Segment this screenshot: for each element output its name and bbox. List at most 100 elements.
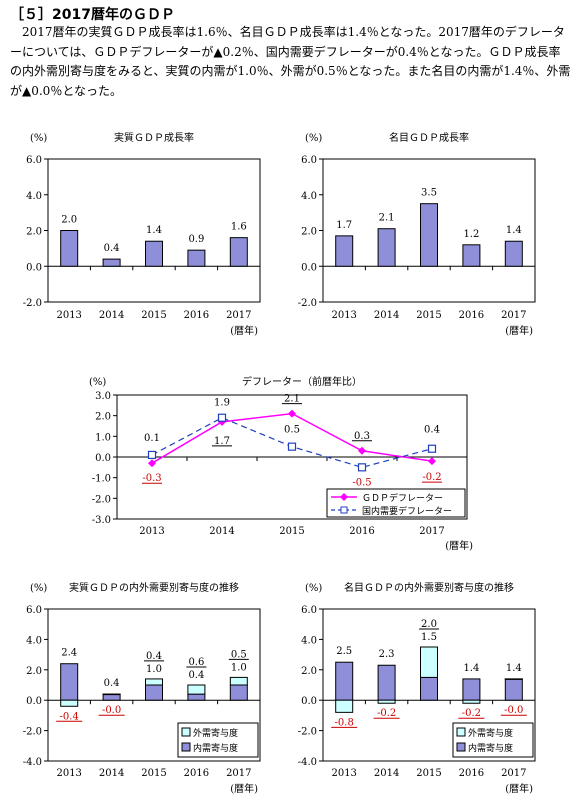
y-tick-label: -2.0 bbox=[298, 298, 317, 309]
domestic-deflator-point bbox=[427, 444, 437, 453]
y-axis-unit: (%) bbox=[30, 583, 47, 594]
x-tick-label: 2013 bbox=[56, 768, 81, 779]
y-tick-label: 6.0 bbox=[26, 155, 42, 166]
x-axis-unit: (暦年) bbox=[230, 324, 258, 337]
external-bar bbox=[102, 693, 121, 696]
y-tick-label: -2.0 bbox=[23, 727, 42, 738]
domestic-deflator-point bbox=[217, 413, 227, 422]
y-tick-label: 0.0 bbox=[26, 262, 42, 273]
x-tick-label: 2015 bbox=[416, 768, 441, 779]
plot-area-frame bbox=[322, 608, 536, 762]
domestic-deflator-point bbox=[147, 450, 157, 460]
external-label: -0.8 bbox=[335, 717, 354, 728]
bar bbox=[145, 240, 163, 267]
legend-box bbox=[452, 722, 534, 758]
x-axis-unit: (暦年) bbox=[505, 324, 533, 337]
chart-title: デフレーター（前暦年比） bbox=[242, 375, 362, 388]
x-tick-label: 2016 bbox=[184, 768, 209, 779]
bar bbox=[462, 244, 481, 267]
x-tick-label: 2014 bbox=[99, 310, 124, 321]
chart-title: 実質ＧＤＰ成長率 bbox=[114, 131, 194, 144]
domestic-deflator-point bbox=[287, 442, 297, 451]
x-tick-label: 2017 bbox=[226, 310, 251, 321]
x-tick-label: 2015 bbox=[279, 526, 304, 537]
y-tick-label: 4.0 bbox=[26, 635, 42, 646]
domestic-label: 0.4 bbox=[104, 678, 120, 689]
domestic-bar bbox=[420, 676, 438, 701]
x-tick-label: 2015 bbox=[141, 768, 166, 779]
y-tick-label: -4.0 bbox=[23, 757, 42, 768]
y-tick-label: 6.0 bbox=[26, 605, 42, 616]
gdp-deflator-point bbox=[148, 459, 156, 468]
gdp-deflator-label: -0.3 bbox=[142, 473, 161, 484]
external-bar bbox=[420, 646, 438, 678]
bar bbox=[102, 258, 121, 267]
domestic-label: 1.0 bbox=[146, 664, 162, 675]
y-tick-label: 2.0 bbox=[301, 227, 317, 238]
x-tick-label: 2017 bbox=[226, 768, 251, 779]
domestic-label: 0.4 bbox=[188, 670, 204, 681]
domestic-deflator-label: -0.5 bbox=[352, 477, 371, 488]
x-tick-label: 2015 bbox=[141, 310, 166, 321]
domestic-bar bbox=[504, 678, 523, 701]
chart-title: 実質ＧＤＰの内外需要別寄与度の推移 bbox=[69, 581, 239, 594]
x-tick-label: 2014 bbox=[209, 526, 234, 537]
external-bar bbox=[229, 676, 248, 686]
domestic-label: 2.4 bbox=[61, 648, 77, 659]
y-tick-label: 2.0 bbox=[26, 227, 42, 238]
external-label: -0.0 bbox=[102, 705, 121, 716]
gdp-deflator-label: 1.7 bbox=[214, 436, 230, 447]
x-axis-unit: (暦年) bbox=[230, 782, 258, 795]
data-label: 1.2 bbox=[463, 229, 479, 240]
x-tick-label: 2017 bbox=[501, 310, 526, 321]
bar bbox=[420, 203, 438, 267]
x-tick-label: 2013 bbox=[139, 526, 164, 537]
domestic-deflator-point bbox=[357, 463, 367, 472]
legend-marker-domestic bbox=[340, 506, 348, 514]
legend-label-domestic: 国内需要デフレーター bbox=[362, 505, 452, 517]
x-tick-label: 2016 bbox=[349, 526, 374, 537]
legend-swatch-external bbox=[181, 727, 191, 737]
external-bar bbox=[462, 699, 481, 704]
domestic-bar bbox=[377, 664, 396, 701]
y-tick-label: 2.0 bbox=[95, 412, 111, 423]
summary-paragraph: 2017暦年の実質ＧＤＰ成長率は1.6％、名目ＧＤＰ成長率は1.4％となった。2… bbox=[10, 25, 571, 98]
x-tick-label: 2017 bbox=[419, 526, 444, 537]
x-tick-label: 2015 bbox=[416, 310, 441, 321]
y-tick-label: 4.0 bbox=[26, 191, 42, 202]
legend-box bbox=[177, 722, 259, 758]
data-label: 0.9 bbox=[188, 234, 204, 245]
domestic-deflator-label: 0.1 bbox=[144, 433, 160, 444]
x-tick-label: 2016 bbox=[184, 310, 209, 321]
gdp-deflator-point bbox=[428, 457, 436, 466]
y-tick-label: 2.0 bbox=[26, 666, 42, 677]
x-tick-label: 2013 bbox=[331, 310, 356, 321]
domestic-bar bbox=[462, 678, 481, 701]
external-label: 2.0 bbox=[421, 619, 437, 630]
bar bbox=[60, 230, 79, 267]
bar bbox=[504, 240, 523, 267]
x-axis-unit: (暦年) bbox=[505, 782, 533, 795]
external-bar bbox=[504, 678, 523, 680]
y-axis-unit: (%) bbox=[305, 133, 322, 144]
gdp-deflator-label: 0.3 bbox=[354, 431, 370, 442]
external-label: -0.2 bbox=[377, 708, 396, 719]
domestic-bar bbox=[335, 661, 354, 701]
external-label: -0.4 bbox=[60, 711, 79, 722]
external-label: -0.0 bbox=[504, 705, 523, 716]
domestic-deflator-label: 1.9 bbox=[214, 398, 230, 409]
bar bbox=[335, 235, 354, 267]
y-tick-label: 2.0 bbox=[301, 666, 317, 677]
domestic-label: 1.4 bbox=[506, 663, 522, 674]
external-bar bbox=[145, 678, 163, 686]
x-tick-label: 2013 bbox=[56, 310, 81, 321]
y-tick-label: 3.0 bbox=[95, 391, 111, 402]
data-label: 1.7 bbox=[336, 220, 352, 231]
external-label: 0.6 bbox=[188, 657, 204, 668]
x-tick-label: 2016 bbox=[459, 310, 484, 321]
legend-label-external: 外需寄与度 bbox=[193, 727, 238, 739]
